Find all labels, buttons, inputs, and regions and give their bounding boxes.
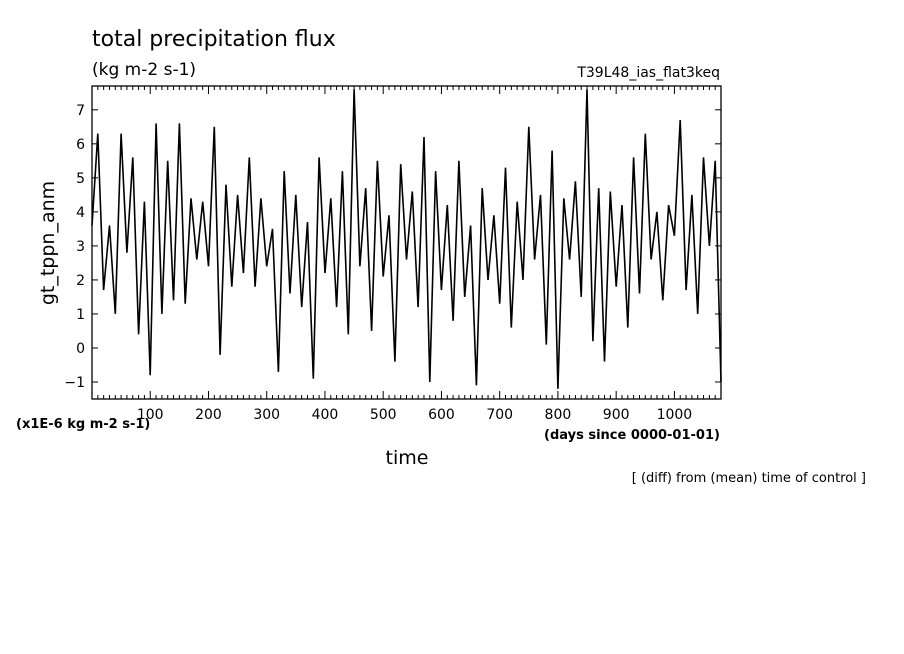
y-tick-label: 3 xyxy=(76,239,85,255)
y-tick-label: 7 xyxy=(76,103,85,119)
y-tick-label: 6 xyxy=(76,137,85,153)
x-axis-label: time xyxy=(386,447,429,469)
plot-frame xyxy=(91,85,722,400)
x-tick-label: 900 xyxy=(603,407,630,423)
control-note: [ (diff) from (mean) time of control ] xyxy=(632,471,866,486)
x-units-label: (days since 0000-01-01) xyxy=(544,428,720,443)
y-tick-label: 1 xyxy=(76,307,85,323)
run-label: T39L48_ias_flat3keq xyxy=(576,65,720,81)
series-line xyxy=(91,89,722,389)
x-tick-label: 200 xyxy=(195,407,222,423)
y-units-label: (x1E-6 kg m-2 s-1) xyxy=(16,417,150,432)
x-tick-label: 100 xyxy=(137,407,164,423)
y-tick-label: 4 xyxy=(76,205,85,221)
x-tick-label: 300 xyxy=(253,407,280,423)
x-tick-label: 600 xyxy=(428,407,455,423)
x-tick-label: 400 xyxy=(312,407,339,423)
y-axis: −1 0 1 2 3 4 5 6 7 xyxy=(64,103,721,391)
y-axis-label: gt_tppn_anm xyxy=(37,181,59,305)
y-tick-label: 2 xyxy=(76,273,85,289)
x-tick-label: 800 xyxy=(545,407,572,423)
x-tick-label: 700 xyxy=(486,407,513,423)
y-tick-label: 0 xyxy=(76,341,85,357)
series-layer xyxy=(91,89,722,389)
x-tick-label: 1000 xyxy=(657,407,693,423)
y-tick-label: −1 xyxy=(64,375,85,391)
x-tick-label: 500 xyxy=(370,407,397,423)
chart-subtitle: (kg m-2 s-1) xyxy=(92,60,196,80)
x-axis: 100 200 300 400 500 600 700 800 900 1000 xyxy=(97,86,716,423)
y-tick-label: 5 xyxy=(76,171,85,187)
chart-title: total precipitation flux xyxy=(92,27,336,52)
